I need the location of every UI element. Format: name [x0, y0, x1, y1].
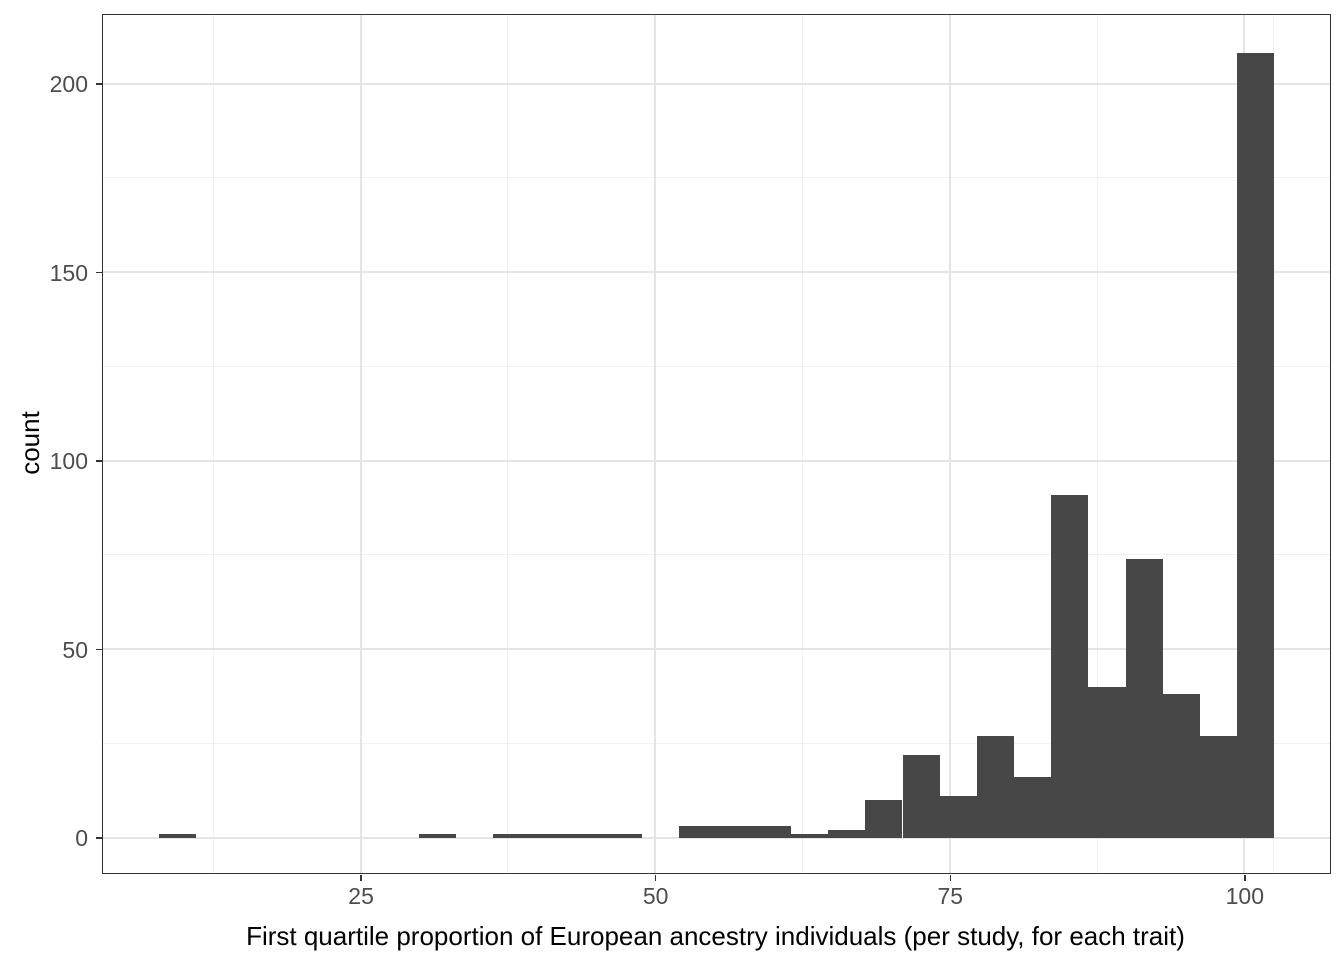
gridline-y-minor: [103, 177, 1330, 179]
histogram-bar: [1237, 53, 1275, 838]
histogram-bar: [604, 833, 643, 838]
y-tick-label: 0: [75, 825, 88, 852]
gridline-x-minor: [801, 15, 803, 873]
histogram-bar: [567, 833, 605, 838]
gridline-y-minor: [103, 365, 1330, 367]
y-tick-label: 50: [62, 636, 88, 663]
gridline-y-minor: [103, 742, 1330, 744]
histogram-bar: [158, 833, 196, 838]
gridline-x-major: [948, 15, 951, 873]
gridline-x-minor: [1096, 15, 1098, 873]
histogram-bar: [419, 833, 457, 838]
y-tick-mark: [96, 837, 102, 839]
y-tick-mark: [96, 83, 102, 85]
y-tick-mark: [96, 460, 102, 462]
y-tick-label: 100: [49, 448, 88, 475]
gridline-y-major: [103, 271, 1330, 274]
histogram-bar: [716, 826, 754, 838]
gridline-x-minor: [507, 15, 509, 873]
x-tick-label: 25: [348, 883, 374, 909]
histogram-bar: [1088, 686, 1126, 838]
gridline-y-major: [103, 82, 1330, 85]
gridline-y-major: [103, 459, 1330, 462]
x-tick-mark: [1244, 875, 1246, 881]
gridline-x-major: [654, 15, 657, 873]
histogram-bar: [790, 833, 829, 838]
histogram-bar: [1014, 777, 1052, 838]
gridline-x-minor: [212, 15, 214, 873]
gridline-y-major: [103, 648, 1330, 651]
histogram-bar: [828, 830, 866, 838]
histogram-bar: [530, 833, 568, 838]
histogram-bar: [1125, 558, 1163, 838]
histogram-bar: [753, 826, 791, 838]
histogram-bar: [1051, 494, 1089, 838]
y-axis-title: count: [15, 411, 45, 475]
histogram-bar: [865, 799, 903, 838]
histogram-bar: [976, 735, 1015, 838]
x-tick-label: 100: [1225, 883, 1265, 909]
x-axis-title: First quartile proportion of European an…: [246, 921, 1185, 951]
histogram-bar: [1162, 694, 1200, 838]
x-tick-label: 50: [642, 883, 669, 909]
histogram-bar: [493, 833, 531, 838]
histogram-bar: [1200, 735, 1238, 838]
x-tick-label: 75: [937, 883, 964, 909]
gridline-y-minor: [103, 554, 1330, 556]
y-tick-mark: [96, 648, 102, 651]
x-tick-mark: [654, 875, 657, 881]
gridline-x-major: [359, 15, 362, 873]
histogram-bar: [902, 754, 940, 838]
histogram-bar: [679, 826, 717, 838]
x-tick-mark: [949, 875, 951, 881]
y-tick-label: 200: [49, 71, 88, 98]
gridline-y-major: [103, 836, 1330, 839]
y-tick-mark: [96, 271, 102, 274]
plot-panel: [102, 14, 1331, 874]
x-tick-mark: [360, 875, 362, 881]
y-tick-label: 150: [49, 259, 88, 286]
histogram-bar: [939, 796, 977, 838]
